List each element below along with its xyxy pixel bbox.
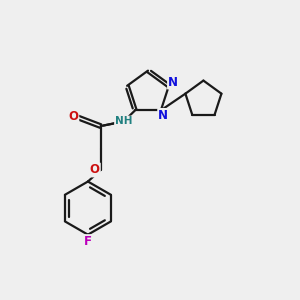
Text: O: O — [68, 110, 78, 123]
Text: N: N — [158, 109, 168, 122]
Text: O: O — [90, 164, 100, 176]
Text: NH: NH — [115, 116, 133, 127]
Text: F: F — [84, 235, 92, 248]
Text: N: N — [168, 76, 178, 88]
